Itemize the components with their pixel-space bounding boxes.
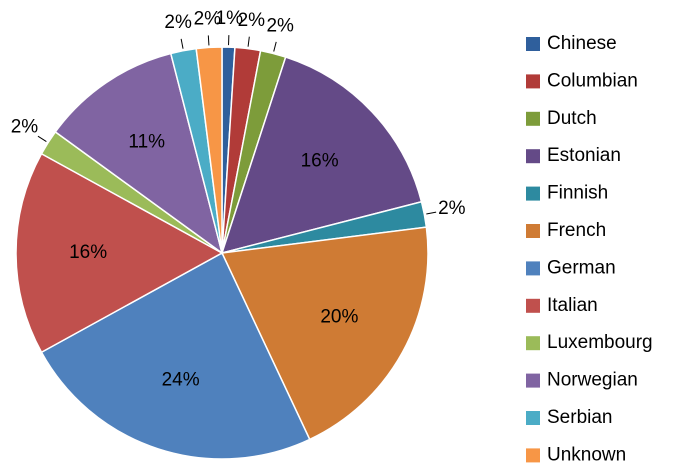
- legend-swatch: [526, 336, 540, 351]
- legend-label: Unknown: [547, 444, 626, 465]
- leader-line: [426, 211, 437, 215]
- legend-swatch: [526, 373, 540, 388]
- data-label: 1%: [216, 8, 244, 29]
- legend-swatch: [526, 298, 540, 313]
- legend-swatch: [526, 149, 540, 164]
- legend-label: Chinese: [547, 33, 617, 54]
- legend-label: Serbian: [547, 407, 613, 428]
- legend-swatch: [526, 186, 540, 201]
- data-label: 2%: [11, 117, 39, 138]
- pie-slice: [220, 226, 429, 441]
- legend-label: German: [547, 257, 616, 278]
- leader-line: [37, 135, 47, 142]
- pie-slice: [195, 46, 223, 254]
- pie-slice: [15, 152, 224, 354]
- legend-swatch: [526, 74, 540, 89]
- legend-label: Norwegian: [547, 370, 638, 391]
- legend-swatch: [526, 261, 540, 276]
- legend-swatch: [526, 37, 540, 51]
- legend-swatch: [526, 411, 540, 425]
- data-label: 24%: [162, 369, 200, 390]
- pie-slice: [220, 56, 423, 255]
- legend-label: Luxembourg: [547, 332, 653, 353]
- data-label: 2%: [266, 15, 294, 36]
- legend-swatch: [526, 224, 540, 238]
- leader-line: [207, 35, 210, 46]
- data-label: 2%: [164, 12, 192, 33]
- legend-label: Italian: [547, 295, 598, 316]
- leader-line: [180, 38, 184, 49]
- data-label: 16%: [69, 242, 107, 263]
- data-label: 2%: [194, 8, 222, 29]
- pie-slice: [40, 251, 311, 460]
- legend-swatch: [526, 111, 540, 126]
- legend-label: Estonian: [547, 145, 621, 166]
- legend-label: Dutch: [547, 108, 597, 129]
- data-label: 2%: [238, 10, 266, 31]
- data-label: 11%: [128, 131, 165, 152]
- data-label: 16%: [301, 150, 339, 171]
- data-label: 2%: [438, 198, 466, 219]
- leader-line: [247, 36, 250, 47]
- data-label: 20%: [320, 307, 358, 328]
- leader-line: [273, 41, 277, 52]
- legend-swatch: [526, 448, 540, 463]
- legend-label: French: [547, 220, 606, 241]
- pie-slice: [54, 52, 224, 255]
- legend-label: Columbian: [547, 70, 638, 91]
- legend-label: Finnish: [547, 183, 608, 204]
